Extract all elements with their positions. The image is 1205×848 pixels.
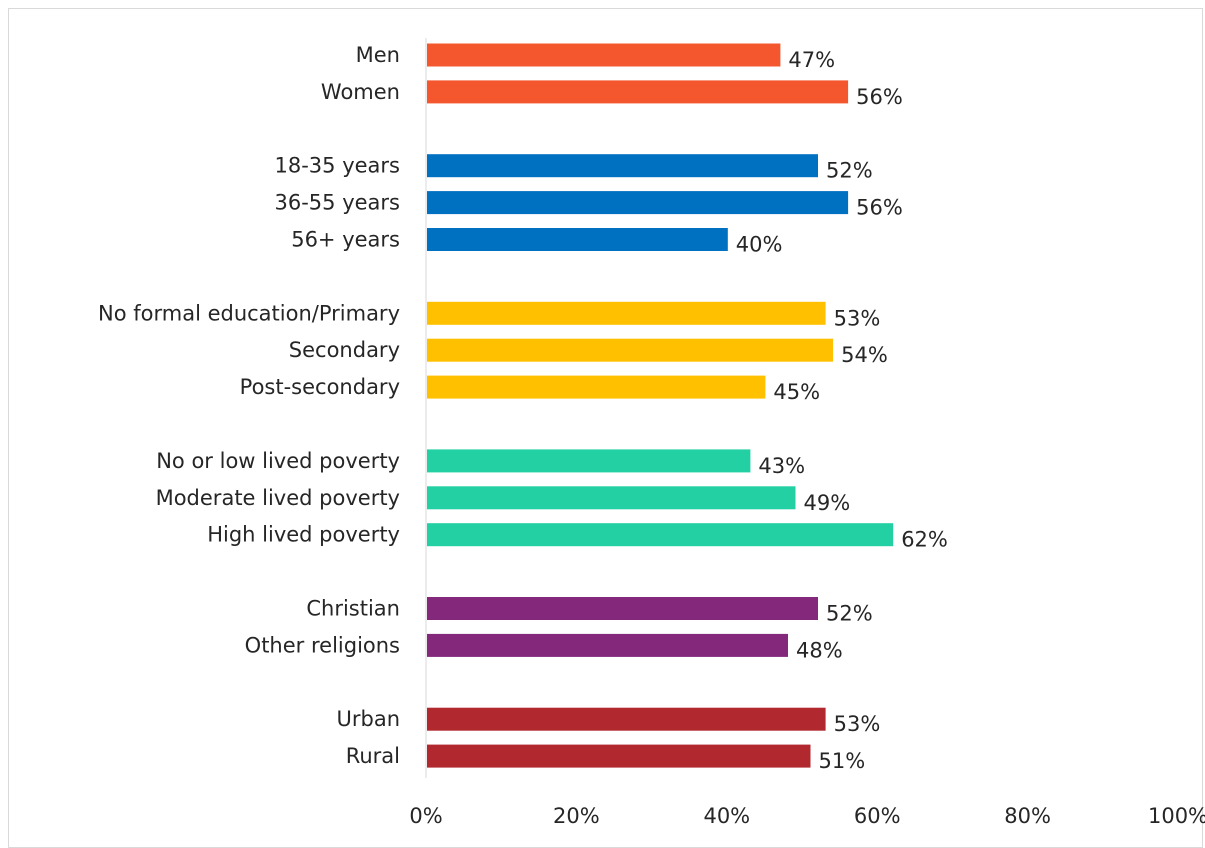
x-axis-ticks: 0% 20% 40% 60% 80% 100% [409, 804, 1205, 828]
category-label-women: Women [321, 80, 400, 104]
bar-urban [427, 707, 826, 731]
category-label-rural: Rural [346, 744, 400, 768]
category-label-post-secondary: Post-secondary [240, 375, 400, 399]
category-label-secondary: Secondary [289, 338, 400, 362]
category-label-36-55-years: 36-55 years [275, 191, 401, 215]
category-label-no-or-low-lived-poverty: No or low lived poverty [156, 449, 400, 473]
value-label-moderate-lived-poverty: 49% [804, 491, 851, 515]
value-label-36-55-years: 56% [856, 196, 903, 220]
bar-high-lived-poverty [427, 523, 894, 547]
bar-other-religions [427, 633, 788, 657]
bar-36-55-years [427, 191, 849, 215]
value-label-rural: 51% [819, 749, 866, 773]
category-label-high-lived-poverty: High lived poverty [207, 523, 400, 547]
x-tick-label-0: 0% [409, 804, 442, 828]
category-labels: Men Women 18-35 years 36-55 years 56+ years N… [98, 43, 400, 768]
value-labels: 47% 56% 52% 56% 40% 53% 54% 45% 43% 49% 62% 52% 48% 5… [736, 48, 948, 773]
value-label-urban: 53% [834, 712, 881, 736]
value-label-no-or-low-lived-poverty: 43% [758, 454, 805, 478]
bar-56-years [427, 228, 728, 251]
value-label-other-religions: 48% [796, 638, 843, 662]
category-label-18-35-years: 18-35 years [275, 154, 401, 178]
bar-no-formal-education-primary [427, 301, 826, 325]
category-label-urban: Urban [336, 707, 400, 731]
bar-18-35-years [427, 154, 818, 178]
x-tick-label-80: 80% [1004, 804, 1051, 828]
category-label-56-years: 56+ years [291, 228, 400, 252]
value-label-high-lived-poverty: 62% [901, 528, 948, 552]
value-label-secondary: 54% [841, 343, 888, 367]
value-label-post-secondary: 45% [773, 380, 820, 404]
x-tick-label-60: 60% [854, 804, 901, 828]
value-label-women: 56% [856, 85, 903, 109]
category-label-other-religions: Other religions [245, 633, 400, 657]
bar-rural [427, 744, 811, 768]
category-label-no-formal-education-primary: No formal education/Primary [98, 301, 400, 325]
x-tick-label-100: 100% [1148, 804, 1205, 828]
category-label-men: Men [356, 43, 400, 67]
x-tick-label-40: 40% [703, 804, 750, 828]
category-label-christian: Christian [306, 597, 400, 621]
bar-no-or-low-lived-poverty [427, 449, 751, 473]
value-label-no-formal-education-primary: 53% [834, 306, 881, 330]
value-label-men: 47% [788, 48, 835, 72]
value-label-56-years: 40% [736, 233, 783, 257]
category-label-moderate-lived-poverty: Moderate lived poverty [156, 486, 400, 510]
bar-christian [427, 597, 818, 620]
bar-women [427, 80, 849, 104]
value-label-18-35-years: 52% [826, 159, 873, 183]
bar-men [427, 43, 781, 67]
x-tick-label-20: 20% [553, 804, 600, 828]
bar-moderate-lived-poverty [427, 486, 796, 510]
bar-post-secondary [427, 375, 766, 399]
bar-secondary [427, 338, 834, 362]
bars-layer [427, 43, 894, 768]
value-label-christian: 52% [826, 602, 873, 626]
